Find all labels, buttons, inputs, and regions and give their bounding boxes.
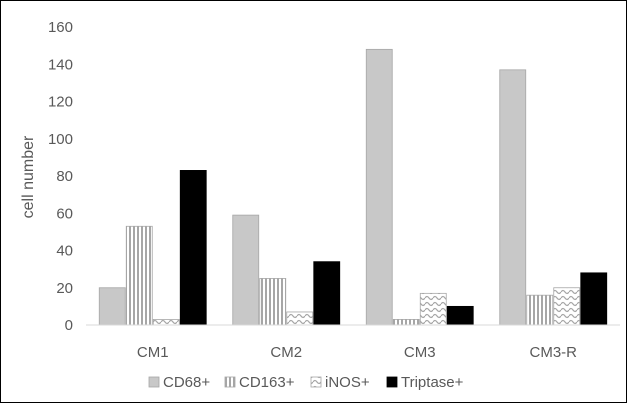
y-tick-label: 80 [56, 168, 73, 185]
legend-label: Triptase+ [401, 374, 464, 391]
legend-swatch [310, 376, 322, 388]
y-tick-label: 60 [56, 205, 73, 222]
legend-label: CD163+ [239, 374, 295, 391]
bar-cd68-cm1 [98, 287, 126, 326]
x-tick-label: CM3 [404, 344, 436, 361]
y-tick-label: 160 [48, 19, 73, 36]
bar-triptase-cm3-r [580, 272, 608, 326]
bar-cd163-cm1 [125, 225, 153, 326]
x-tick-label: CM2 [270, 344, 302, 361]
bar-cd68-cm3-r [499, 69, 527, 326]
bar-cd163-cm2 [259, 278, 287, 326]
legend-label: iNOS+ [325, 374, 370, 391]
bar-triptase-cm1 [179, 170, 207, 326]
x-tick-label: CM1 [137, 344, 169, 361]
legend-swatch [148, 376, 160, 388]
y-tick-label: 40 [56, 243, 73, 260]
bar-triptase-cm3 [446, 305, 474, 326]
y-tick-label: 120 [48, 94, 73, 111]
y-tick-label: 20 [56, 280, 73, 297]
legend-label: CD68+ [163, 374, 210, 391]
bar-inos-cm3 [419, 292, 447, 326]
bars [98, 48, 608, 326]
y-tick-label: 140 [48, 56, 73, 73]
legend-swatch [386, 376, 398, 388]
bar-cd68-cm2 [232, 214, 260, 326]
bar-triptase-cm2 [313, 261, 341, 326]
bar-inos-cm2 [286, 311, 314, 326]
y-axis-title: cell number [20, 135, 37, 218]
y-axis-tick-labels: 0 20 40 60 80 100 120 140 160 [48, 19, 73, 334]
y-tick-label: 0 [65, 317, 73, 334]
y-tick-label: 100 [48, 131, 73, 148]
x-axis-tick-labels: CM1 CM2 CM3 CM3-R [137, 344, 577, 361]
bar-cd68-cm3 [365, 48, 393, 326]
legend: CD68+ CD163+ iNOS+ Triptase+ [148, 374, 464, 391]
bar-inos-cm1 [152, 319, 180, 326]
x-tick-label: CM3-R [530, 344, 578, 361]
bar-cd163-cm3 [392, 319, 420, 326]
legend-swatch [224, 376, 236, 388]
bar-inos-cm3-r [553, 287, 581, 326]
bar-cd163-cm3-r [526, 294, 554, 326]
